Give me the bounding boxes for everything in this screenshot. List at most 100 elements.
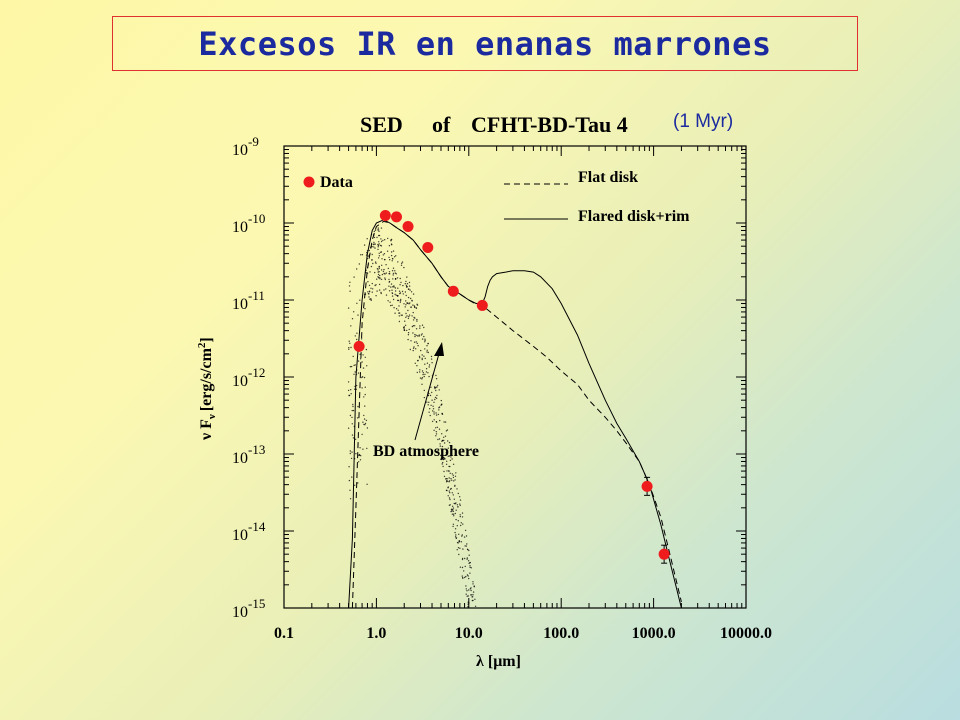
atmosphere-dot [366, 238, 368, 240]
atmosphere-dot [457, 520, 459, 522]
atmosphere-dot [456, 525, 458, 527]
atmosphere-dot [407, 309, 409, 312]
atmosphere-dot [378, 267, 380, 270]
atmosphere-dot [371, 282, 373, 285]
atmosphere-dot [415, 307, 418, 309]
atmosphere-dot [399, 292, 401, 295]
atmosphere-dot [351, 434, 354, 436]
atmosphere-dot [359, 447, 361, 449]
atmosphere-dot [396, 299, 399, 302]
atmosphere-dot [427, 372, 429, 374]
atmosphere-dot [448, 477, 450, 479]
atmosphere-dot [415, 328, 418, 330]
atmosphere-dot [435, 431, 437, 433]
annotation-arrow-head [434, 342, 444, 356]
atmosphere-dot [458, 540, 460, 543]
atmosphere-dot [361, 361, 363, 363]
atmosphere-dot [449, 459, 452, 462]
atmosphere-dot [380, 227, 383, 229]
atmosphere-dot [373, 246, 375, 248]
data-point [476, 299, 488, 311]
atmosphere-dot [377, 269, 379, 271]
atmosphere-dot [451, 513, 454, 515]
atmosphere-dot [431, 391, 433, 394]
atmosphere-dot [388, 280, 391, 283]
atmosphere-dot [379, 278, 381, 280]
atmosphere-dot [442, 461, 444, 464]
atmosphere-dot [427, 351, 429, 354]
atmosphere-dot [435, 389, 437, 392]
atmosphere-dot [405, 300, 407, 302]
atmosphere-dot [414, 325, 416, 327]
atmosphere-dot [347, 389, 350, 392]
atmosphere-dot [454, 475, 457, 477]
atmosphere-dot [412, 304, 414, 306]
atmosphere-dot [384, 273, 386, 275]
atmosphere-dot [459, 504, 461, 507]
atmosphere-dot [347, 307, 350, 309]
y-tick-labels: 10-9 10-10 10-11 10-12 10-13 10-14 10-15 [232, 134, 266, 621]
atmosphere-dot [455, 534, 457, 536]
atmosphere-dot [439, 445, 441, 447]
atmosphere-dot [452, 523, 455, 525]
atmosphere-dot [374, 261, 377, 263]
atmosphere-dot [408, 315, 410, 318]
atmosphere-dot [444, 435, 447, 437]
y-tick-label: 10-13 [232, 442, 265, 467]
atmosphere-dot [441, 403, 443, 405]
atmosphere-dot [392, 250, 395, 252]
atmosphere-dot [423, 335, 425, 338]
atmosphere-dot [443, 439, 445, 442]
atmosphere-dot [353, 311, 355, 313]
atmosphere-dot [392, 278, 394, 280]
atmosphere-dot [472, 591, 475, 593]
atmosphere-dot [446, 429, 449, 431]
atmosphere-dot [445, 489, 448, 491]
atmosphere-dot [441, 439, 444, 442]
atmosphere-dot [431, 410, 434, 412]
atmosphere-dot [421, 338, 424, 340]
atmosphere-dot [438, 438, 441, 440]
atmosphere-dot [364, 405, 366, 407]
atmosphere-dot [460, 524, 462, 527]
atmosphere-dot [424, 373, 426, 376]
atmosphere-dot [440, 458, 443, 461]
atmosphere-dot [378, 252, 380, 254]
atmosphere-dot [470, 594, 472, 596]
atmosphere-dot [426, 345, 428, 347]
atmosphere-dot [414, 317, 416, 319]
atmosphere-dot [399, 277, 401, 280]
atmosphere-dot [457, 547, 460, 549]
atmosphere-dot [396, 277, 399, 279]
atmosphere-dot [412, 349, 414, 352]
atmosphere-dot [358, 263, 360, 265]
atmosphere-dot [452, 494, 454, 496]
atmosphere-dot [469, 572, 471, 574]
atmosphere-dot [416, 320, 418, 322]
atmosphere-dot [404, 283, 406, 285]
atmosphere-dot [350, 457, 353, 460]
atmosphere-dot [429, 408, 431, 410]
atmosphere-dot [380, 291, 382, 294]
data-point [379, 210, 391, 222]
atmosphere-dot [430, 404, 432, 406]
atmosphere-dot [356, 268, 358, 270]
atmosphere-dot [380, 292, 382, 295]
atmosphere-dot [353, 373, 355, 375]
atmosphere-dot [380, 238, 382, 240]
atmosphere-dot [382, 254, 384, 256]
atmosphere-dot [384, 258, 386, 261]
atmosphere-dot [371, 259, 373, 261]
atmosphere-dot [382, 239, 384, 242]
atmosphere-dot [449, 492, 451, 494]
atmosphere-dot [441, 445, 444, 448]
atmosphere-dot [423, 355, 425, 357]
y-tick-label: 10-14 [232, 519, 266, 544]
atmosphere-dot [470, 587, 472, 589]
atmosphere-dot [363, 244, 366, 246]
atmosphere-dot [461, 557, 464, 560]
atmosphere-dot [385, 272, 387, 274]
atmosphere-dot [374, 247, 376, 249]
atmosphere-dot [434, 398, 436, 401]
atmosphere-dot [364, 422, 367, 425]
